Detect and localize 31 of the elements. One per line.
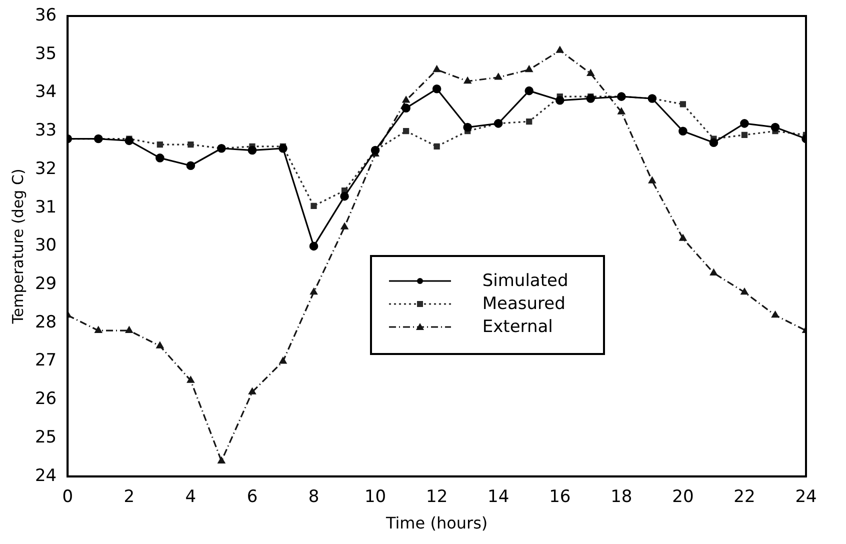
legend-label: Simulated [482, 270, 568, 291]
x-tick-label: 6 [246, 487, 258, 508]
x-tick-label: 16 [549, 487, 571, 508]
y-tick-label: 28 [34, 312, 57, 332]
x-tick-label: 18 [610, 487, 632, 508]
y-tick-label: 27 [34, 350, 57, 371]
y-tick-label: 30 [34, 236, 57, 256]
y-axis-title: Temperature (deg C) [8, 168, 27, 325]
x-tick-label: 10 [364, 487, 386, 508]
x-tick-label: 2 [124, 487, 135, 508]
x-axis-title: Time (hours) [384, 514, 488, 533]
y-tick-label: 26 [34, 389, 57, 410]
x-tick-label: 24 [795, 487, 817, 508]
y-tick-label: 25 [34, 427, 57, 448]
x-tick-label: 8 [308, 487, 320, 508]
y-tick-label: 32 [34, 158, 57, 179]
legend-label: Measured [482, 294, 566, 314]
y-tick-label: 34 [34, 82, 57, 102]
y-tick-label: 31 [34, 197, 57, 218]
y-tick-label: 24 [34, 466, 57, 486]
legend-label: External [482, 316, 553, 337]
y-tick-label: 29 [34, 274, 57, 294]
x-tick-label: 14 [488, 487, 510, 508]
x-tick-label: 12 [426, 487, 448, 508]
x-tick-label: 22 [734, 487, 756, 508]
x-tick-label: 4 [185, 487, 196, 508]
x-tick-label: 20 [672, 487, 694, 508]
x-tick-label: 0 [62, 487, 74, 508]
y-tick-label: 35 [34, 44, 57, 64]
y-tick-label: 33 [34, 120, 57, 141]
y-tick-label: 36 [34, 5, 57, 26]
